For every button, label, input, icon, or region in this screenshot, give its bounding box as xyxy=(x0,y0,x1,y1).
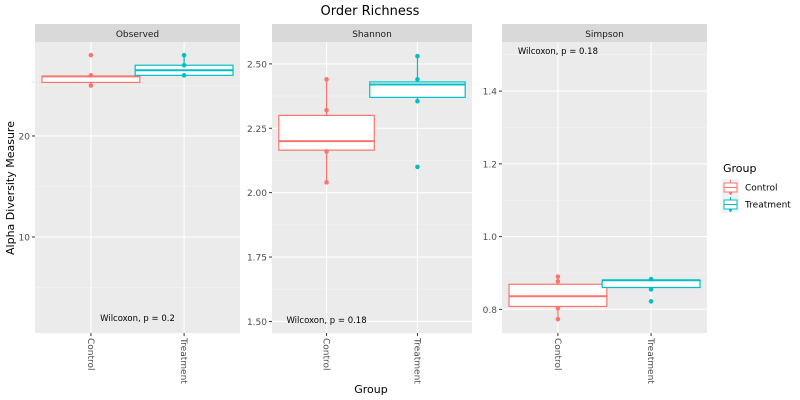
data-point xyxy=(415,164,420,170)
data-point xyxy=(648,299,654,304)
legend-label: Control xyxy=(745,184,778,194)
data-point xyxy=(181,73,187,78)
facet-label: Shannon xyxy=(352,30,392,40)
x-tick-label: Control xyxy=(552,338,562,371)
legend-key-point xyxy=(729,191,732,195)
data-point xyxy=(555,316,561,322)
boxplot-treatment xyxy=(601,276,701,304)
panels: Observed 10 20 Control Treatment Wilcoxon, p … xyxy=(19,24,707,384)
facet-strip xyxy=(502,24,707,42)
y-tick-label: 10 xyxy=(19,234,31,244)
y-tick-label: 1.50 xyxy=(247,318,267,328)
data-point xyxy=(88,83,94,88)
y-axis-label: Alpha Diversity Measure xyxy=(4,121,17,255)
facet-strip xyxy=(35,24,240,42)
panel-simpson: Simpson 0.8 1.0 1.2 1.4 Control Treatment Wilco… xyxy=(483,24,707,384)
data-point xyxy=(88,73,94,78)
data-point xyxy=(324,180,329,185)
chart-title: Order Richness xyxy=(321,4,420,19)
legend-key-point xyxy=(729,208,732,212)
data-point xyxy=(324,77,329,82)
x-tick-label: Control xyxy=(321,338,331,371)
x-tick-label: Treatment xyxy=(178,337,188,384)
x-tick-label: Control xyxy=(85,338,95,371)
legend-title: Group xyxy=(723,162,757,175)
data-point xyxy=(324,149,329,154)
boxplot-treatment xyxy=(369,53,466,170)
facet-strip xyxy=(272,24,472,42)
data-point xyxy=(88,52,94,58)
wilcoxon-annotation: Wilcoxon, p = 0.18 xyxy=(518,47,598,57)
y-tick-label: 2.50 xyxy=(247,60,267,70)
data-point xyxy=(181,62,187,68)
data-point xyxy=(324,107,329,113)
y-tick-label: 1.0 xyxy=(483,233,498,243)
panel-background xyxy=(35,42,240,333)
panel-observed: Observed 10 20 Control Treatment Wilcoxon, p … xyxy=(19,24,240,384)
data-point xyxy=(181,52,187,58)
facet-label: Simpson xyxy=(585,30,624,40)
data-point xyxy=(648,287,654,292)
wilcoxon-annotation: Wilcoxon, p = 0.2 xyxy=(100,314,175,324)
facet-label: Observed xyxy=(116,30,159,40)
y-tick-label: 2.00 xyxy=(247,189,267,199)
data-point xyxy=(415,98,420,104)
x-axis-label: Group xyxy=(354,383,388,396)
legend: Group Control Treatment xyxy=(722,162,791,213)
data-point xyxy=(648,276,654,282)
x-tick-label: Treatment xyxy=(411,337,421,384)
legend-label: Treatment xyxy=(744,201,791,211)
y-tick-label: 20 xyxy=(19,132,31,142)
y-tick-label: 0.8 xyxy=(483,306,498,316)
legend-entries: Control Treatment xyxy=(722,179,791,213)
data-point xyxy=(415,77,420,82)
data-point xyxy=(555,274,561,279)
boxplot-control xyxy=(41,52,141,88)
y-tick-label: 1.4 xyxy=(483,88,498,98)
wilcoxon-annotation: Wilcoxon, p = 0.18 xyxy=(286,316,366,326)
legend-entry-treatment: Treatment xyxy=(722,196,791,213)
box xyxy=(369,81,466,98)
legend-entry-control: Control xyxy=(722,179,778,196)
data-point xyxy=(415,53,420,59)
panel-shannon: Shannon 1.50 1.75 2.00 2.25 2.50 Control Treatm… xyxy=(247,24,472,384)
boxplot-control xyxy=(508,274,608,322)
boxplot-control xyxy=(278,77,375,185)
y-tick-label: 1.75 xyxy=(247,254,267,264)
data-point xyxy=(555,279,561,284)
x-tick-label: Treatment xyxy=(645,337,655,384)
boxplot-treatment xyxy=(134,52,234,78)
box xyxy=(278,114,375,151)
y-tick-label: 2.25 xyxy=(247,125,267,135)
y-tick-label: 1.2 xyxy=(483,160,497,170)
data-point xyxy=(555,305,561,311)
